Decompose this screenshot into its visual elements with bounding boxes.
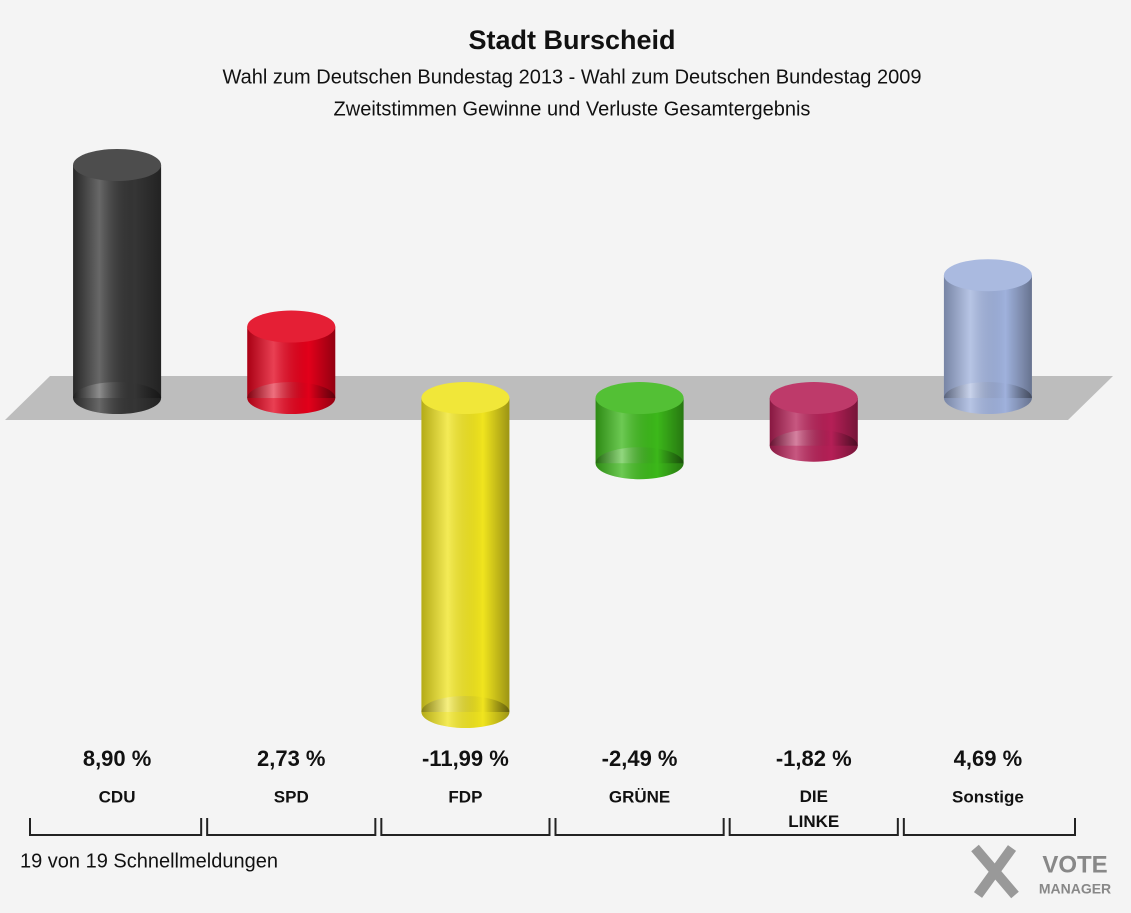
- category-bracket: [728, 818, 899, 836]
- chart-title: Stadt Burscheid: [468, 25, 675, 55]
- footnote: 19 von 19 Schnellmeldungen: [20, 850, 278, 872]
- x-tick-label: DIE LINKE: [788, 787, 839, 831]
- bar-shade: [595, 447, 684, 480]
- bar-group: [73, 149, 162, 415]
- value-label: -11,99 %: [422, 746, 509, 771]
- bar-top: [769, 382, 858, 415]
- value-label: 8,90 %: [83, 746, 152, 771]
- category-bracket: [554, 818, 725, 836]
- bar-group: [769, 382, 858, 462]
- bar-group: [595, 382, 684, 480]
- bar-shade: [247, 382, 336, 415]
- bar-shade: [73, 382, 162, 415]
- chart-subtitle: Wahl zum Deutschen Bundestag 2013 - Wahl…: [223, 66, 922, 88]
- bar-shade: [73, 165, 162, 399]
- bar-top: [73, 149, 162, 181]
- bar-top: [595, 382, 684, 415]
- bar-top-shade: [943, 259, 1032, 292]
- category-bracket: [29, 818, 203, 836]
- category-bracket: [902, 818, 1076, 836]
- logo-text: MANAGER: [1039, 881, 1111, 897]
- value-label: 4,69 %: [954, 746, 1023, 771]
- x-tick-label: Sonstige: [952, 787, 1024, 806]
- bar-group: [421, 382, 510, 728]
- bar-group: [247, 310, 336, 415]
- chart-subtitle: Zweitstimmen Gewinne und Verluste Gesamt…: [334, 98, 811, 120]
- x-tick-label: SPD: [274, 787, 309, 806]
- category-bracket: [206, 818, 377, 836]
- bar-top-shade: [595, 382, 684, 415]
- category-bracket: [380, 818, 551, 836]
- bar-shade: [769, 429, 858, 462]
- logo: VOTE MANAGER: [971, 844, 1111, 899]
- bar-shade: [943, 382, 1032, 415]
- bar-shade: [943, 275, 1032, 399]
- bar-top-shade: [73, 149, 162, 181]
- x-tick-label: FDP: [448, 787, 482, 806]
- value-label: -2,49 %: [602, 746, 678, 771]
- bar-top: [247, 310, 336, 343]
- value-label: -1,82 %: [776, 746, 852, 771]
- bar-top-shade: [769, 382, 858, 415]
- bar-shade: [421, 398, 510, 712]
- bar-top: [943, 259, 1032, 292]
- bar-shade: [421, 696, 510, 728]
- bar-group: [943, 259, 1032, 415]
- bar-top-shade: [421, 382, 510, 415]
- bar-top: [421, 382, 510, 415]
- value-label: 2,73 %: [257, 746, 326, 771]
- x-tick-label: GRÜNE: [609, 787, 670, 806]
- x-tick-label: CDU: [99, 787, 136, 806]
- bar-top-shade: [247, 310, 336, 343]
- logo-mark: [971, 844, 1019, 899]
- logo-text: VOTE: [1042, 851, 1107, 878]
